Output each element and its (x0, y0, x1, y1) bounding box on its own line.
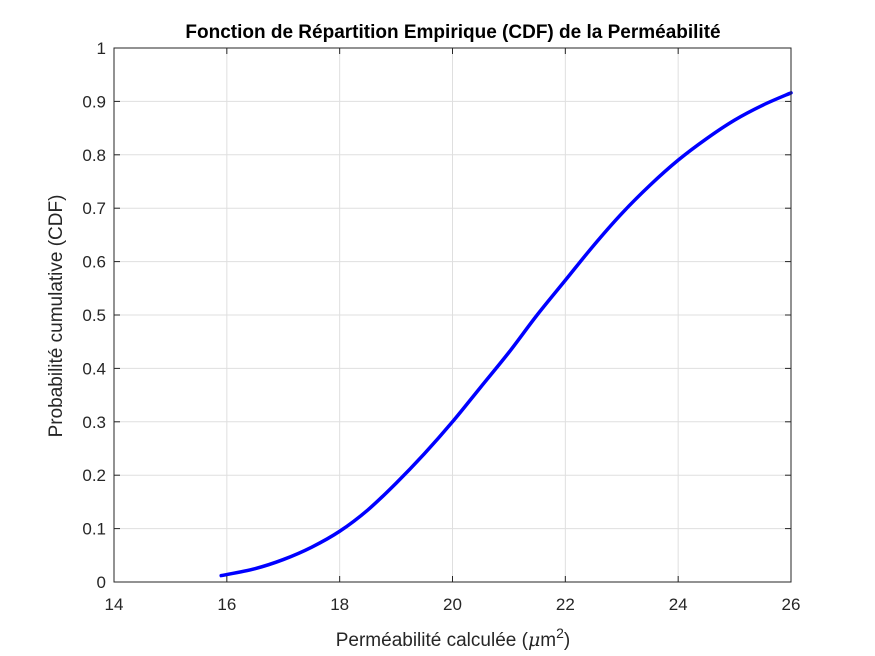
x-tick-label: 26 (782, 595, 801, 614)
y-tick-label: 0 (97, 573, 106, 592)
x-axis-title-text: Perméabilité calculée ( (336, 630, 529, 651)
y-tick-label: 0.8 (82, 146, 106, 165)
x-axis-title: Perméabilité calculée (μm2) (336, 625, 571, 651)
x-tick-label: 24 (669, 595, 688, 614)
series-layer (219, 91, 793, 578)
y-tick-label: 0.3 (82, 413, 106, 432)
y-tick-label: 0.9 (82, 92, 106, 111)
y-tick-label: 0.6 (82, 253, 106, 272)
x-tick-label: 20 (443, 595, 462, 614)
x-axis-title-unit: m (540, 630, 556, 651)
x-tick-label: 14 (105, 595, 124, 614)
x-tick-label: 18 (330, 595, 349, 614)
tick-layer (113, 47, 792, 583)
x-axis-title-close: ) (564, 630, 570, 651)
y-axis-title: Probabilité cumulative (CDF) (46, 195, 67, 438)
y-tick-label: 0.1 (82, 520, 106, 539)
x-tick-label: 22 (556, 595, 575, 614)
chart-title: Fonction de Répartition Empirique (CDF) … (185, 22, 720, 43)
y-tick-label: 0.2 (82, 466, 106, 485)
grid-layer (113, 47, 792, 583)
tick-label-layer: 14 16 18 20 22 24 26 0 0.1 0.2 0.3 0.4 0.5 0.6 0.7 0.8 0… (82, 39, 800, 614)
y-tick-label: 0.7 (82, 199, 106, 218)
x-tick-label: 16 (217, 595, 236, 614)
x-axis-title-power: 2 (556, 625, 564, 641)
y-tick-label: 1 (97, 39, 106, 58)
y-tick-label: 0.4 (82, 359, 106, 378)
cdf-curve (219, 91, 793, 578)
x-axis-title-mu: μ (528, 629, 540, 651)
y-tick-label: 0.5 (82, 306, 106, 325)
